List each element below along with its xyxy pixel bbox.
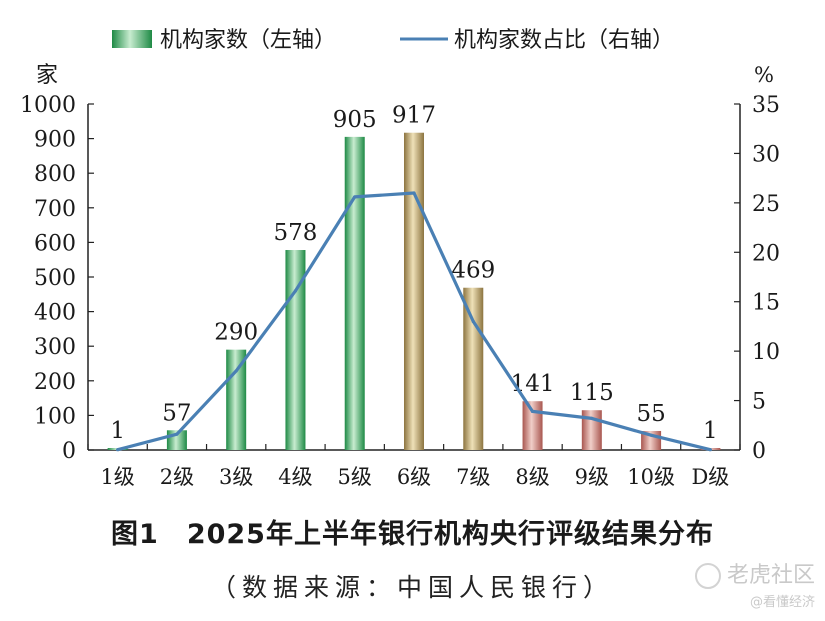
share-point <box>175 432 179 436</box>
bar-data-label: 578 <box>274 220 318 246</box>
share-point <box>530 409 535 414</box>
x-tick-label: 7级 <box>456 465 490 489</box>
x-tick-label: 2级 <box>160 465 194 489</box>
y-left-tick-label: 600 <box>34 231 76 256</box>
bar-data-label: 55 <box>636 401 665 427</box>
y-left-tick-label: 700 <box>34 197 76 222</box>
bar-data-label: 290 <box>214 320 258 346</box>
x-tick-label: 6级 <box>397 465 431 489</box>
share-point <box>590 416 594 420</box>
bar-data-label: 1 <box>703 418 718 444</box>
y-left-tick-label: 0 <box>62 439 76 464</box>
x-ticks: 1级 2级 3级 4级 5级 6级 7级 8级 9级 10级 D级 <box>87 444 741 489</box>
x-tick-label: 1级 <box>100 465 134 489</box>
y-left-tick-label: 400 <box>34 301 76 326</box>
bar <box>404 132 424 450</box>
legend-label-line: 机构家数占比（右轴） <box>454 28 674 53</box>
bar <box>463 287 484 450</box>
y-right-tick-label: 35 <box>752 93 780 118</box>
figure-caption: 图1 2025年上半年银行机构央行评级结果分布 <box>111 519 714 550</box>
y-right-tick-label: 30 <box>752 142 780 167</box>
y-right-tick-label: 10 <box>752 340 780 365</box>
share-point <box>412 191 416 195</box>
bar-data-label: 1 <box>110 418 125 444</box>
legend: 机构家数（左轴） 机构家数占比（右轴） <box>112 28 674 53</box>
share-point <box>293 289 298 293</box>
y-right-tick-label: 5 <box>752 390 766 415</box>
share-line <box>116 191 712 452</box>
x-tick-label: 8级 <box>515 465 549 489</box>
watermark-sub: @看懂经济 <box>749 595 815 610</box>
y-left-tick-label: 100 <box>34 404 76 429</box>
y-left-tick-label: 1000 <box>20 93 76 118</box>
share-point <box>649 433 653 437</box>
share-point <box>234 369 238 373</box>
legend-bar-swatch <box>112 30 152 48</box>
bars <box>107 132 721 450</box>
bar-data-label: 905 <box>333 107 377 133</box>
x-tick-label: D级 <box>691 465 729 489</box>
y-right-unit: % <box>754 63 774 87</box>
watermark-main: 老虎社区 <box>726 563 815 588</box>
x-tick-label: 5级 <box>338 465 372 489</box>
bar-data-label: 115 <box>570 380 614 406</box>
tiger-logo-icon <box>694 563 721 589</box>
y-right-tick-label: 0 <box>752 439 766 464</box>
share-point <box>116 448 120 452</box>
y-left-tick-label: 500 <box>34 266 76 291</box>
bar-data-label: 917 <box>392 103 436 129</box>
y-right-tick-label: 15 <box>752 291 780 316</box>
x-tick-label: 4级 <box>278 465 312 489</box>
legend-label-bars: 机构家数（左轴） <box>160 28 336 53</box>
y-right-tick-label: 25 <box>752 192 780 217</box>
share-point <box>353 195 357 199</box>
x-tick-label: 9级 <box>575 465 609 489</box>
share-point <box>471 319 475 324</box>
x-tick-label: 3级 <box>219 465 253 489</box>
bar <box>522 401 543 450</box>
y-right-ticks: 0 5 10 15 20 25 30 35 <box>734 93 780 464</box>
bar-data-label: 141 <box>511 371 555 397</box>
y-left-ticks: 0 100 200 300 400 500 600 700 800 900 1000 <box>20 93 94 464</box>
watermark: 老虎社区 @看懂经济 <box>694 557 815 610</box>
bar <box>226 349 247 450</box>
y-left-tick-label: 200 <box>34 370 76 395</box>
y-left-tick-label: 800 <box>34 162 76 187</box>
share-point <box>708 448 712 452</box>
bar-data-label: 469 <box>451 258 495 284</box>
y-right-tick-label: 20 <box>752 241 780 266</box>
y-left-tick-label: 300 <box>34 335 76 360</box>
chart: 机构家数（左轴） 机构家数占比（右轴） 家 % 0100200300400500… <box>20 28 780 489</box>
x-tick-label: 10级 <box>627 465 675 489</box>
y-left-tick-label: 900 <box>34 128 76 153</box>
data-source: （数据来源：中国人民银行） <box>210 573 614 602</box>
y-left-unit: 家 <box>36 63 58 88</box>
bar <box>344 136 365 450</box>
